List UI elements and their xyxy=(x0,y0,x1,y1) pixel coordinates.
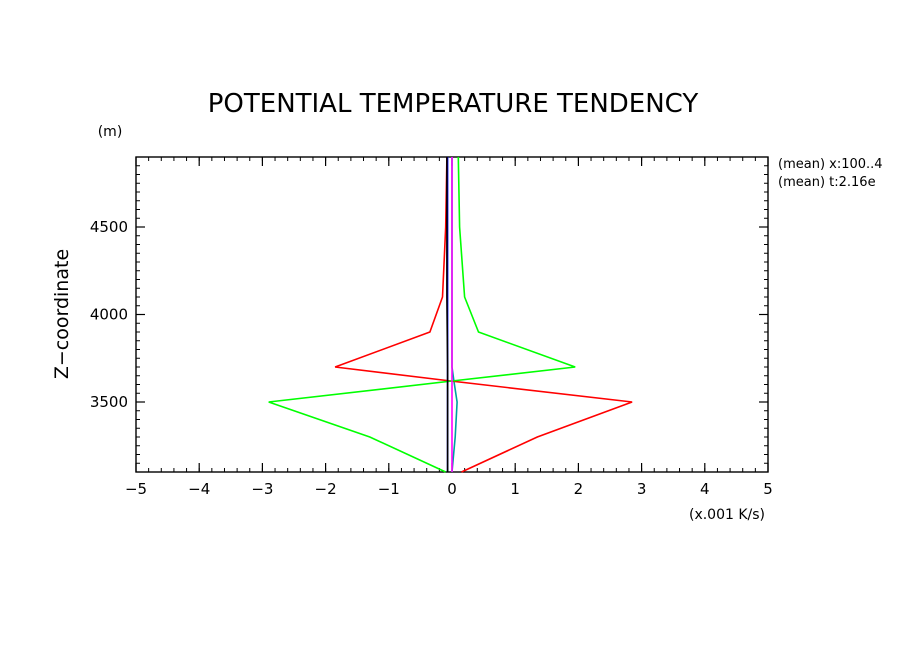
x-tick-label: −5 xyxy=(125,480,147,498)
series-line-6 xyxy=(446,157,449,472)
x-tick-label: 4 xyxy=(700,480,710,498)
series-line-2 xyxy=(334,156,633,473)
y-tick-label: 4500 xyxy=(90,218,128,236)
y-tick-label: 4000 xyxy=(90,306,128,324)
y-axis-label: Z−coordinate xyxy=(51,249,73,379)
x-tick-label: 0 xyxy=(447,480,457,498)
x-tick-label: 5 xyxy=(763,480,773,498)
x-tick-label: 2 xyxy=(574,480,584,498)
x-tick-label: −4 xyxy=(188,480,210,498)
x-tick-label: −1 xyxy=(378,480,400,498)
y-axis-unit: (m) xyxy=(98,124,123,140)
y-tick-label: 3500 xyxy=(90,393,128,411)
x-tick-label: 3 xyxy=(637,480,647,498)
x-tick-label: −2 xyxy=(315,480,337,498)
annotation-mean-t: (mean) t:2.16e xyxy=(778,175,876,190)
series-line-3 xyxy=(268,156,576,473)
plot-area: −5 −4 −3 −2 −1 0 1 2 3 4 5 3500 4000 4500 xyxy=(90,156,773,498)
x-tick-label: 1 xyxy=(510,480,520,498)
chart-title: POTENTIAL TEMPERATURE TENDENCY xyxy=(208,89,699,119)
x-axis-unit: (x.001 K/s) xyxy=(689,507,765,523)
annotation-mean-x: (mean) x:100..4 xyxy=(778,157,883,172)
x-tick-label: −3 xyxy=(251,480,273,498)
